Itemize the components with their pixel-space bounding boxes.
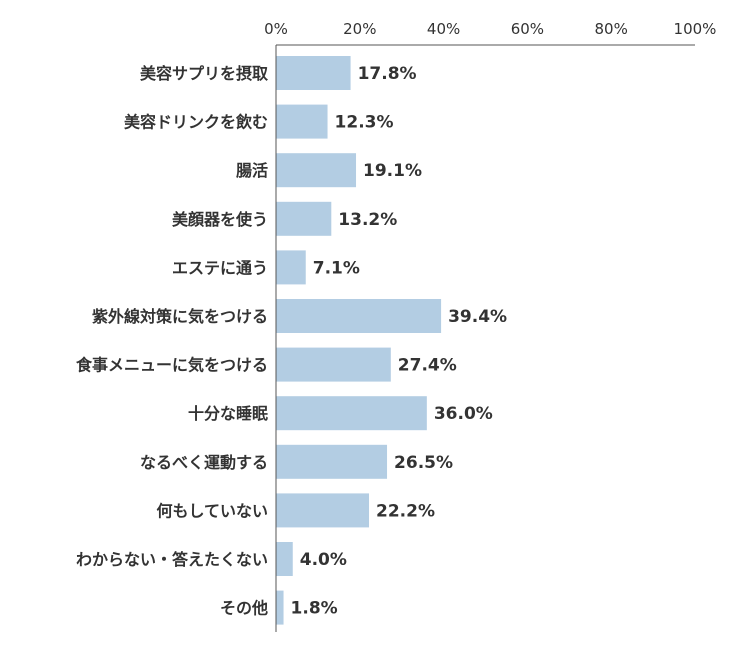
x-tick-label: 60% <box>511 20 544 38</box>
value-label: 26.5% <box>394 453 453 473</box>
value-label: 36.0% <box>434 404 493 424</box>
x-tick-label: 100% <box>674 20 717 38</box>
bar <box>276 493 370 528</box>
value-label: 4.0% <box>300 550 347 570</box>
value-label: 7.1% <box>313 258 360 278</box>
category-label: 十分な睡眠 <box>188 404 268 423</box>
category-label: わからない・答えたくない <box>76 550 268 569</box>
value-label: 12.3% <box>335 113 394 133</box>
bar <box>276 590 284 625</box>
x-axis-ticks: 0% 20% 40% 60% 80% 100% <box>264 20 716 38</box>
value-label: 39.4% <box>448 307 507 327</box>
x-tick-label: 40% <box>427 20 460 38</box>
value-labels: 17.8% 12.3% 19.1% 13.2% 7.1% 39.4% 27.4% 36.0% 2… <box>291 64 508 619</box>
category-label: その他 <box>220 599 268 618</box>
value-label: 17.8% <box>358 64 417 84</box>
value-label: 22.2% <box>376 501 435 521</box>
value-label: 27.4% <box>398 356 457 376</box>
category-label: 食事メニューに気をつける <box>75 356 268 375</box>
category-labels: 美容サプリを摂取美容ドリンクを飲む腸活美顔器を使うエステに通う紫外線対策に気をつ… <box>75 64 268 618</box>
category-label: 美容サプリを摂取 <box>140 64 268 83</box>
x-tick-label: 80% <box>595 20 628 38</box>
bar <box>276 201 332 236</box>
bar <box>276 153 357 188</box>
bar <box>276 444 388 479</box>
category-label: 何もしていない <box>156 501 268 520</box>
category-label: なるべく運動する <box>140 453 268 472</box>
value-label: 1.8% <box>291 599 338 619</box>
bar <box>276 396 427 431</box>
bar <box>276 56 351 90</box>
bar <box>276 104 328 139</box>
value-label: 13.2% <box>338 210 397 230</box>
category-label: 紫外線対策に気をつける <box>92 307 268 326</box>
bar <box>276 347 391 382</box>
category-label: 美容ドリンクを飲む <box>124 113 268 132</box>
bar <box>276 250 306 285</box>
bar <box>276 299 442 333</box>
bars <box>276 56 442 625</box>
category-label: 美顔器を使う <box>172 210 268 229</box>
bar <box>276 542 293 576</box>
x-tick-label: 20% <box>343 20 376 38</box>
value-label: 19.1% <box>363 161 422 181</box>
x-tick-label: 0% <box>264 20 288 38</box>
category-label: 腸活 <box>236 161 268 180</box>
category-label: エステに通う <box>172 258 268 277</box>
